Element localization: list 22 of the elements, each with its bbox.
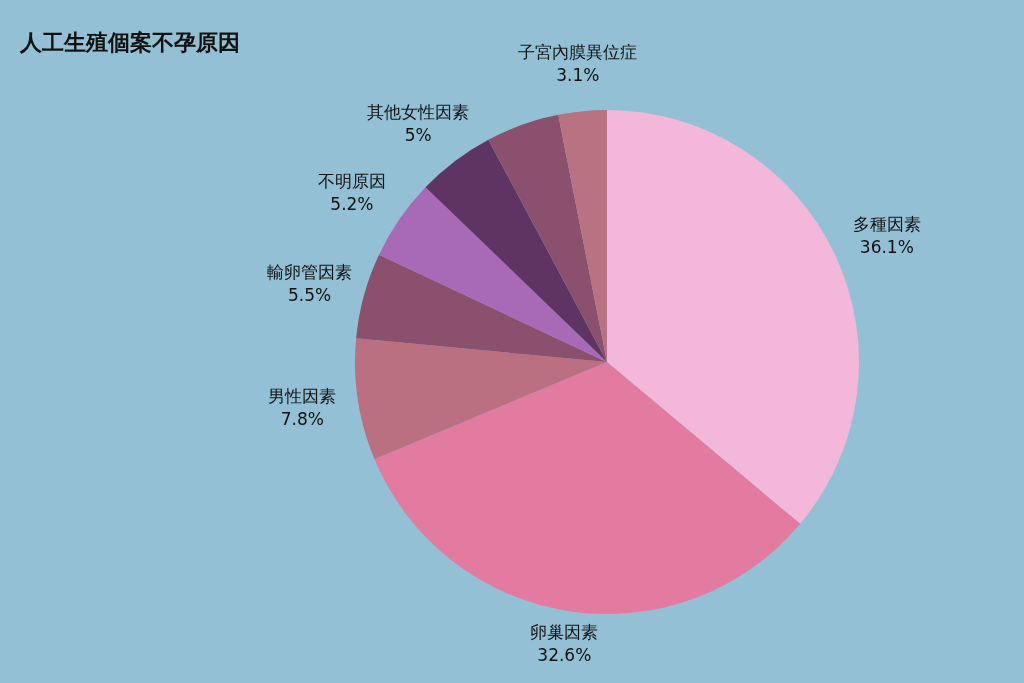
data-label: 7.8% [280,409,325,430]
slice-label: 不明原因 [317,170,386,191]
slice-label: 多種因素 [852,214,921,235]
data-label: 3.1% [556,65,600,86]
data-label: 5.5% [288,284,332,305]
pie-slice [378,187,607,362]
chart-title: 人工生殖個案不孕原因 [19,30,240,55]
data-label: 32.6% [537,644,592,665]
pie-slice [488,114,607,362]
slice-label: 其他女性因素 [367,101,470,122]
data-label: 36.1% [859,237,914,258]
slice-label: 子宮內膜異位症 [518,42,638,63]
slice-label: 卵巢因素 [530,621,599,642]
pie-slice [558,110,607,362]
data-label: 5.2% [330,193,374,214]
pie-slice [356,254,607,362]
slice-label: 男性因素 [268,386,337,407]
slice-label: 輸卵管因素 [267,261,353,282]
data-label: 5% [404,124,432,145]
pie-slice [374,362,801,614]
pie-slice [355,338,607,460]
pie-slice [425,139,607,362]
